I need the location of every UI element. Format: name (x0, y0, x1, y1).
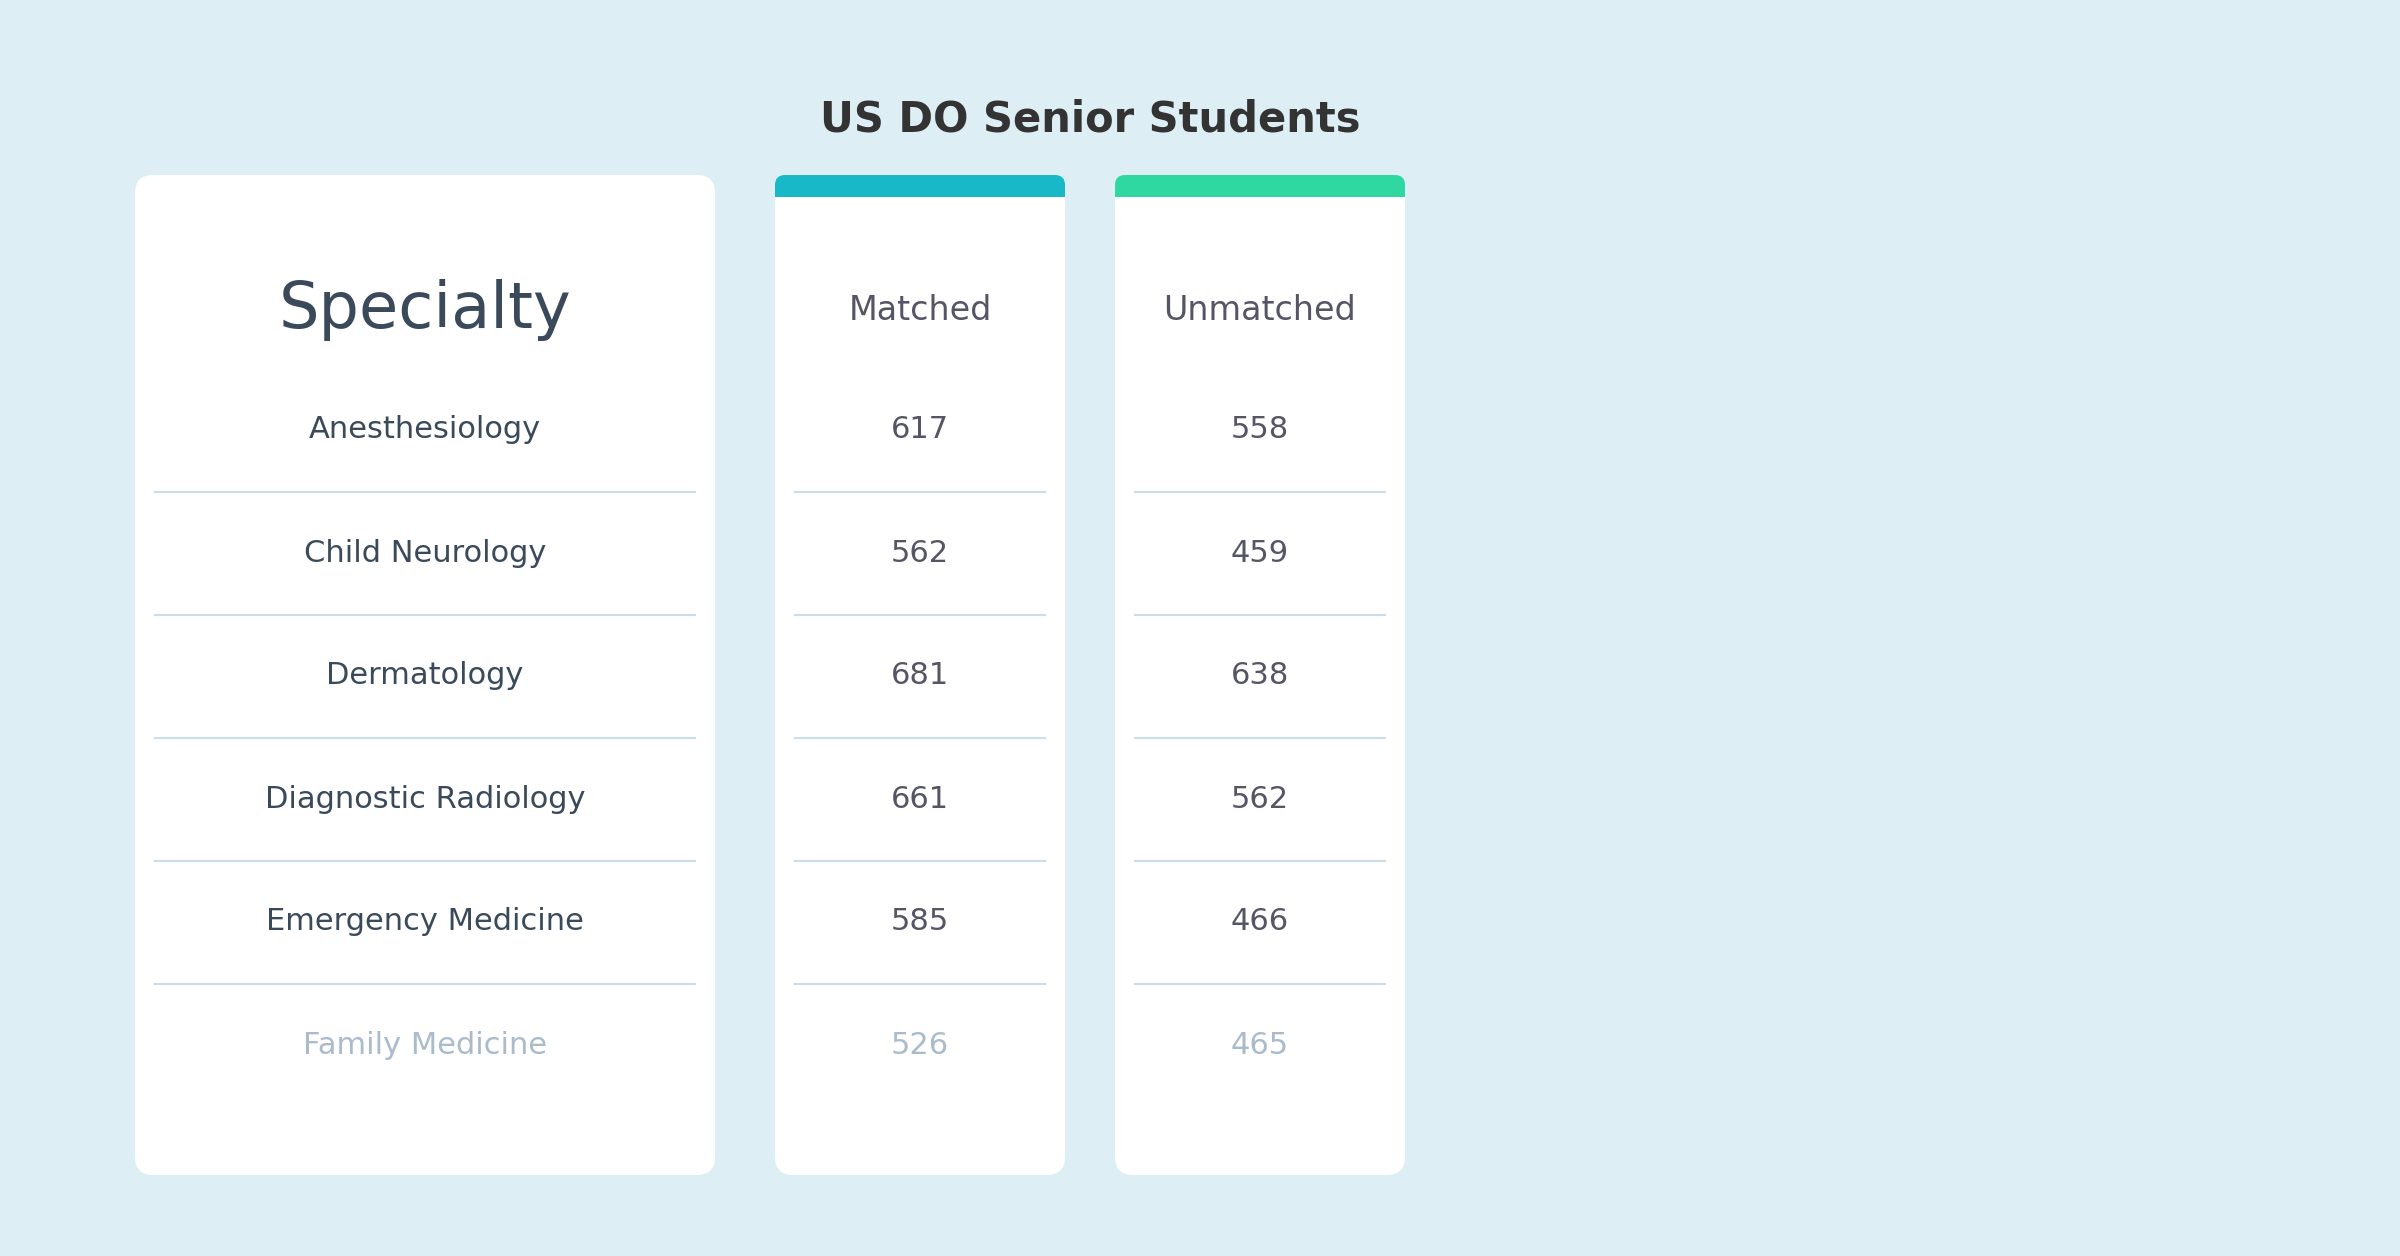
Text: Family Medicine: Family Medicine (302, 1030, 547, 1060)
Text: Dermatology: Dermatology (326, 662, 523, 691)
Text: 562: 562 (1231, 785, 1289, 814)
Text: Emergency Medicine: Emergency Medicine (266, 908, 583, 937)
Text: Diagnostic Radiology: Diagnostic Radiology (264, 785, 586, 814)
FancyBboxPatch shape (134, 175, 715, 1176)
Text: Anesthesiology: Anesthesiology (310, 416, 540, 445)
Text: 585: 585 (890, 908, 948, 937)
Text: Unmatched: Unmatched (1164, 294, 1356, 327)
Text: Child Neurology: Child Neurology (305, 539, 547, 568)
Text: 562: 562 (890, 539, 948, 568)
Text: US DO Senior Students: US DO Senior Students (821, 99, 1361, 141)
FancyBboxPatch shape (775, 175, 1066, 1176)
Text: Matched: Matched (847, 294, 991, 327)
Text: 526: 526 (890, 1030, 948, 1060)
Bar (775, 186, 1066, 197)
Text: 661: 661 (890, 785, 948, 814)
Bar (1116, 186, 1404, 197)
Text: 558: 558 (1231, 416, 1289, 445)
Text: 459: 459 (1231, 539, 1289, 568)
Text: 465: 465 (1231, 1030, 1289, 1060)
Text: 466: 466 (1231, 908, 1289, 937)
Text: Specialty: Specialty (278, 279, 571, 340)
Text: 617: 617 (890, 416, 948, 445)
FancyBboxPatch shape (1116, 175, 1404, 197)
Text: 681: 681 (890, 662, 948, 691)
FancyBboxPatch shape (1116, 175, 1404, 1176)
FancyBboxPatch shape (775, 175, 1066, 197)
Text: 638: 638 (1231, 662, 1289, 691)
